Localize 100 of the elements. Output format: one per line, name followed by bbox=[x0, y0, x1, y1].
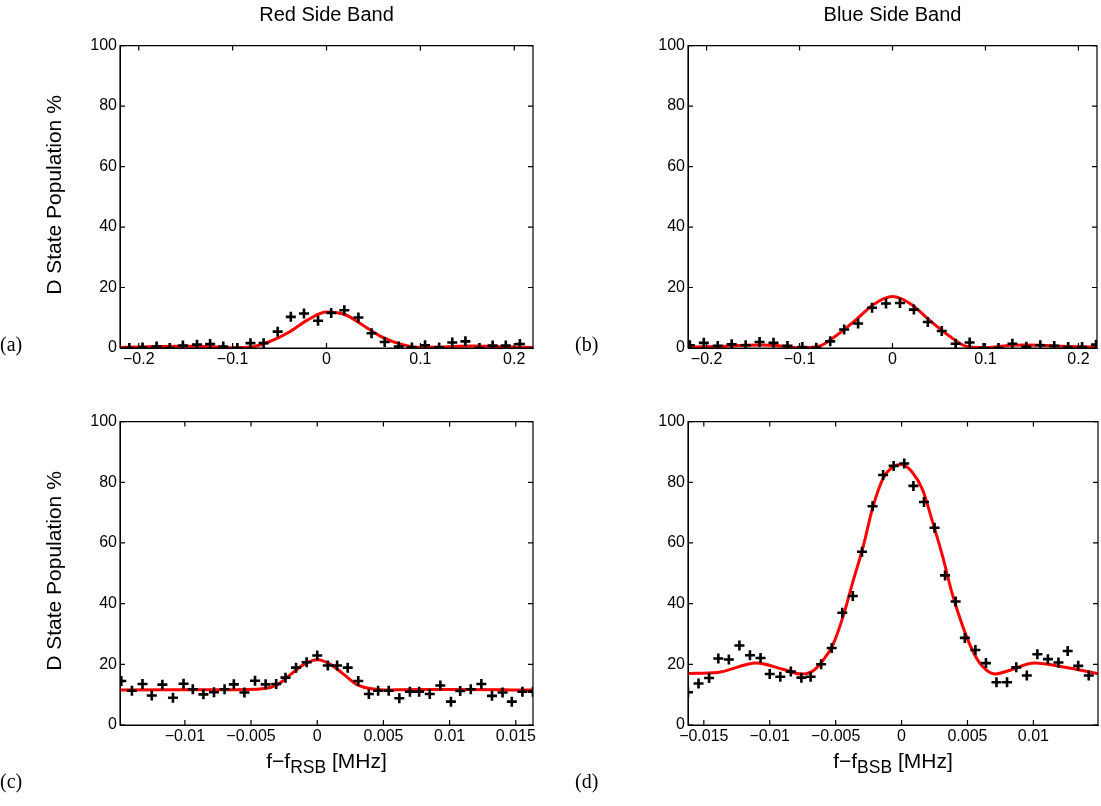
point bbox=[238, 686, 251, 699]
point bbox=[444, 695, 458, 708]
point bbox=[423, 687, 437, 701]
y-tick-label: 100 bbox=[658, 36, 686, 54]
x-tick-label: −0.1 bbox=[783, 350, 816, 368]
point bbox=[907, 479, 920, 493]
point bbox=[1031, 648, 1044, 661]
point bbox=[928, 521, 941, 535]
x-tick-label: −0.005 bbox=[226, 727, 276, 745]
point bbox=[876, 468, 890, 482]
y-tick-label: 100 bbox=[658, 412, 686, 430]
point bbox=[403, 685, 417, 698]
x-tick-label: −0.01 bbox=[749, 727, 791, 745]
point bbox=[464, 682, 478, 696]
y-tick-label: 60 bbox=[667, 533, 686, 551]
y-tick-label: 0 bbox=[676, 338, 686, 356]
y-tick-label: 20 bbox=[667, 654, 686, 672]
x-tick-label: 0.1 bbox=[409, 350, 432, 368]
point bbox=[1061, 644, 1074, 658]
point bbox=[804, 670, 817, 684]
y-tick-label: 0 bbox=[676, 715, 686, 733]
point bbox=[784, 665, 798, 678]
x-tick-label: 0.005 bbox=[947, 727, 988, 745]
point bbox=[227, 678, 241, 691]
y-tick-label: 60 bbox=[99, 533, 118, 551]
y-axis-title: D State Population % bbox=[41, 94, 66, 295]
point bbox=[733, 639, 746, 652]
point bbox=[330, 659, 344, 672]
point bbox=[279, 671, 292, 684]
text: (b) bbox=[575, 333, 599, 356]
point bbox=[1000, 675, 1014, 689]
point bbox=[846, 589, 860, 603]
point bbox=[516, 685, 529, 698]
text: (d) bbox=[575, 770, 599, 793]
y-tick-label: 0 bbox=[108, 715, 118, 733]
point bbox=[855, 545, 869, 559]
point bbox=[763, 667, 777, 681]
point bbox=[722, 653, 736, 666]
x-tick-label: −0.2 bbox=[690, 350, 723, 368]
x-tick-label: 0.01 bbox=[1017, 727, 1050, 745]
y-tick-label: 80 bbox=[99, 96, 118, 114]
point bbox=[1020, 669, 1034, 682]
point bbox=[259, 678, 272, 691]
point bbox=[453, 684, 467, 698]
point bbox=[269, 677, 283, 691]
y-tick-label: 40 bbox=[99, 217, 118, 235]
x-tick-label: 0 bbox=[897, 727, 907, 745]
point bbox=[310, 649, 324, 662]
point bbox=[814, 658, 828, 671]
point bbox=[496, 686, 509, 699]
point bbox=[866, 499, 879, 513]
point bbox=[485, 689, 499, 703]
point bbox=[218, 682, 231, 696]
y-tick-label: 20 bbox=[667, 277, 686, 295]
point bbox=[197, 688, 210, 701]
point bbox=[248, 674, 262, 687]
x-tick-label: 0.1 bbox=[974, 350, 997, 368]
x-tick-label: 0 bbox=[312, 727, 322, 745]
point bbox=[1071, 659, 1085, 673]
point bbox=[702, 671, 716, 685]
point bbox=[289, 661, 303, 674]
x-axis-title: f−f$_{RSB}$ [MHz] bbox=[265, 749, 388, 779]
point bbox=[712, 652, 725, 665]
chart-title: Red Side Band bbox=[258, 3, 395, 26]
y-tick-label: 100 bbox=[90, 36, 118, 54]
y-tick-label: 20 bbox=[99, 277, 118, 295]
point bbox=[166, 691, 180, 704]
x-tick-label: 0.015 bbox=[495, 727, 536, 745]
y-tick-label: 80 bbox=[99, 472, 118, 490]
point bbox=[1041, 652, 1055, 666]
x-tick-label: 0.2 bbox=[1067, 350, 1090, 368]
y-tick-label: 0 bbox=[108, 338, 118, 356]
point bbox=[393, 692, 406, 705]
point bbox=[795, 671, 808, 684]
point bbox=[1082, 669, 1096, 682]
point bbox=[351, 674, 365, 688]
text: (c) bbox=[0, 770, 23, 793]
point bbox=[917, 495, 931, 509]
point bbox=[949, 595, 962, 608]
point bbox=[362, 687, 376, 701]
point bbox=[773, 670, 787, 684]
y-axis-title: D State Population % bbox=[41, 471, 66, 671]
point bbox=[371, 684, 385, 698]
x-tick-label: −0.1 bbox=[216, 350, 249, 368]
point bbox=[505, 695, 519, 708]
point bbox=[321, 659, 335, 672]
point bbox=[743, 648, 757, 662]
point bbox=[754, 651, 767, 665]
x-tick-label: 0.2 bbox=[503, 350, 526, 368]
x-tick-label: 0 bbox=[322, 350, 332, 368]
text: (a) bbox=[0, 333, 23, 356]
chart-title: Blue Side Band bbox=[822, 3, 963, 26]
y-tick-label: 60 bbox=[667, 156, 686, 174]
point bbox=[125, 684, 139, 698]
point bbox=[382, 684, 396, 698]
point bbox=[897, 457, 911, 470]
x-tick-label: 0 bbox=[888, 350, 898, 368]
point bbox=[887, 459, 900, 473]
point bbox=[692, 677, 705, 690]
point bbox=[300, 655, 313, 669]
